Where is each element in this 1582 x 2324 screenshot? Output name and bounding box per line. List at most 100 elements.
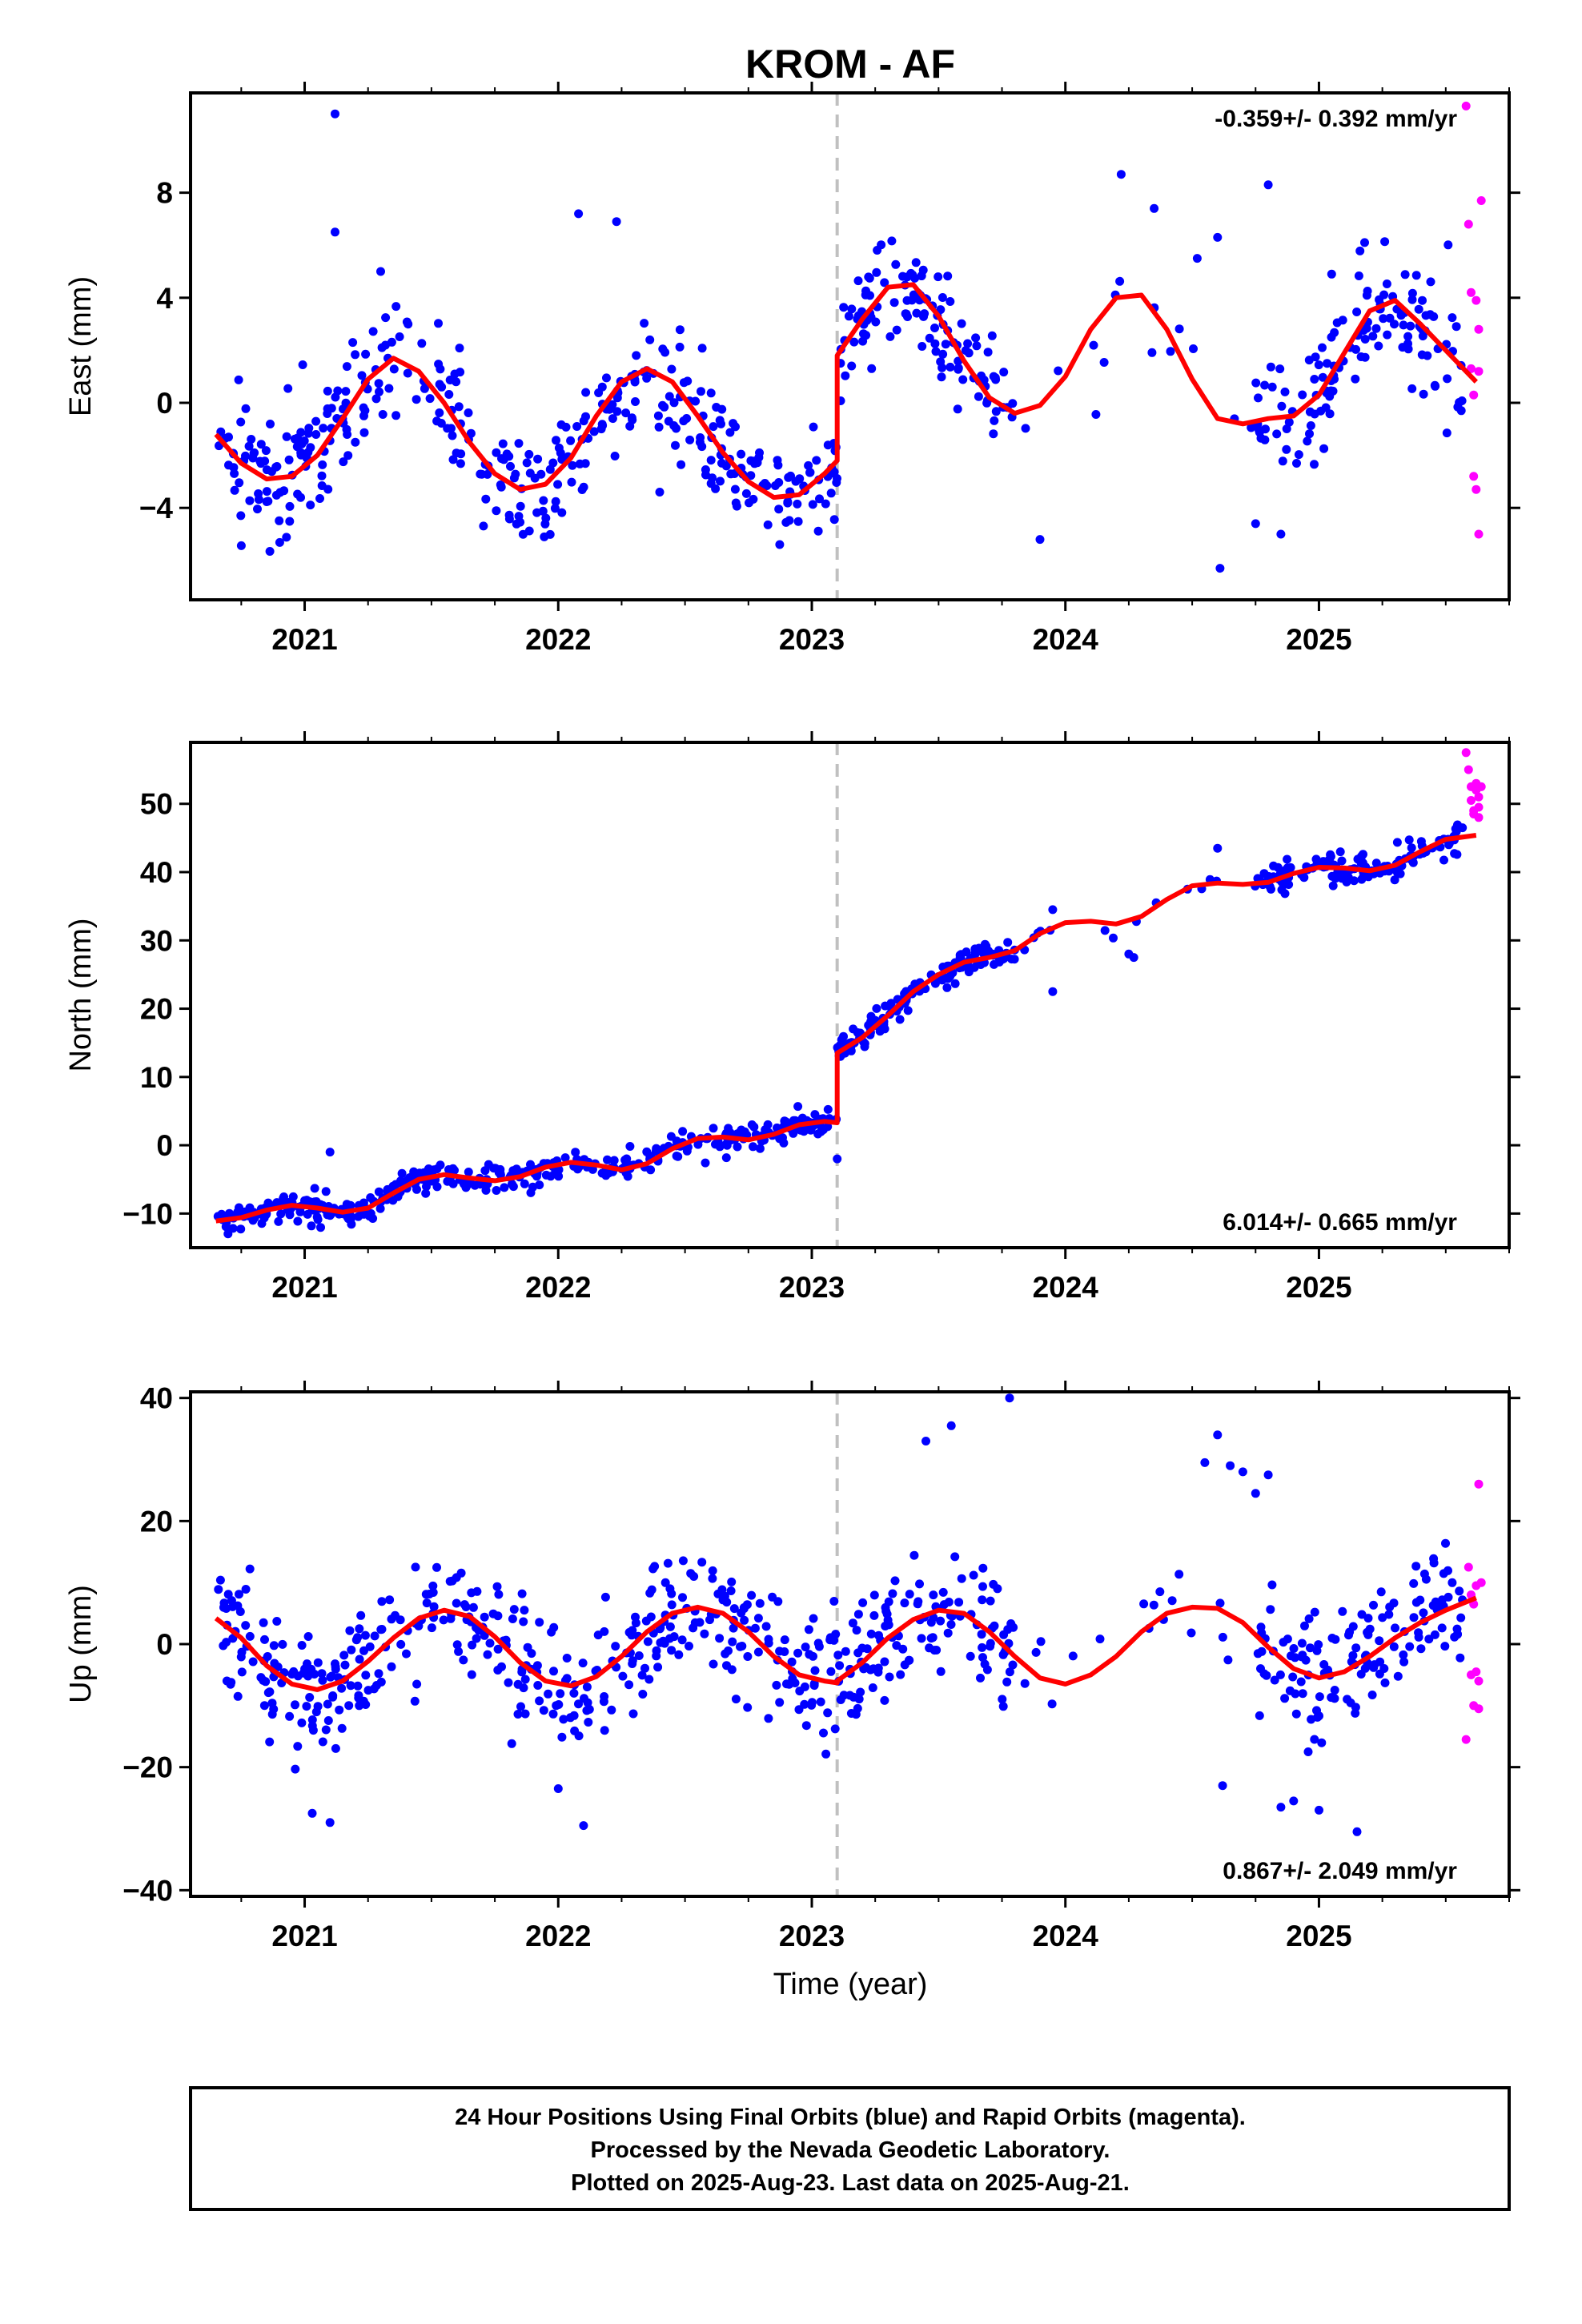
east-final-point: [961, 346, 970, 356]
east-final-point: [557, 455, 567, 464]
east-final-point: [706, 388, 716, 398]
up-final-point: [347, 1645, 356, 1655]
up-final-point: [245, 1631, 255, 1641]
up-final-point: [804, 1625, 813, 1634]
up-x-tick-label: 2021: [271, 1920, 337, 1952]
north-final-point: [1392, 838, 1402, 847]
up-final-point: [1376, 1587, 1386, 1597]
up-final-point: [340, 1660, 350, 1670]
up-final-point: [1276, 1803, 1286, 1812]
up-final-point: [628, 1709, 638, 1719]
east-final-point: [509, 473, 519, 483]
east-final-point: [577, 485, 587, 494]
east-final-point: [732, 501, 741, 511]
up-final-point: [645, 1588, 655, 1598]
up-final-point: [303, 1659, 311, 1669]
up-final-point: [544, 1689, 553, 1699]
up-final-point: [1213, 1430, 1223, 1440]
up-final-point: [689, 1572, 699, 1581]
east-final-point: [809, 422, 818, 432]
east-final-point: [343, 430, 352, 439]
up-final-point: [1378, 1613, 1387, 1622]
up-final-point: [1167, 1596, 1177, 1606]
up-final-point: [1315, 1805, 1323, 1815]
up-final-point: [1307, 1715, 1316, 1724]
east-final-point: [1390, 320, 1399, 329]
east-final-point: [930, 339, 940, 348]
up-final-point: [507, 1739, 516, 1748]
north-final-point: [749, 1142, 757, 1152]
up-final-point: [841, 1647, 850, 1656]
up-final-point: [1356, 1670, 1366, 1679]
east-final-point: [1275, 364, 1285, 374]
up-final-point: [331, 1662, 340, 1671]
north-final-point: [228, 1224, 238, 1233]
east-final-point: [456, 368, 465, 377]
east-final-point: [256, 459, 266, 468]
up-final-point: [775, 1698, 785, 1707]
up-final-point: [345, 1626, 355, 1635]
up-final-point: [328, 1691, 338, 1700]
up-final-point: [883, 1615, 893, 1625]
up-final-point: [658, 1636, 668, 1646]
up-final-point: [851, 1710, 861, 1719]
up-final-point: [485, 1638, 495, 1648]
east-final-point: [675, 342, 685, 352]
up-final-point: [272, 1617, 282, 1626]
up-final-point: [1338, 1606, 1347, 1616]
north-rapid-point: [1474, 802, 1484, 812]
up-final-point: [957, 1574, 966, 1583]
east-final-point: [1455, 398, 1464, 407]
east-final-point: [236, 417, 246, 427]
east-final-point: [774, 478, 784, 487]
up-final-point: [873, 1663, 883, 1673]
up-final-point: [667, 1646, 677, 1655]
east-rapid-point: [1472, 296, 1481, 305]
north-x-tick-label: 2021: [271, 1271, 337, 1304]
up-final-point: [1317, 1738, 1327, 1747]
east-final-point: [524, 449, 534, 459]
up-final-point: [835, 1661, 845, 1671]
up-final-point: [355, 1655, 364, 1664]
east-final-point: [229, 463, 239, 472]
east-final-point: [1261, 424, 1270, 434]
east-final-point: [1054, 366, 1063, 376]
up-final-point: [1351, 1703, 1360, 1712]
east-final-point: [254, 495, 263, 505]
up-final-point: [1330, 1694, 1339, 1703]
east-final-point: [1355, 246, 1365, 255]
north-final-point: [293, 1216, 303, 1226]
north-final-point: [1267, 884, 1275, 894]
north-final-point: [1337, 856, 1347, 866]
north-final-point: [978, 947, 986, 956]
east-x-tick-label: 2022: [525, 623, 591, 656]
up-final-point: [492, 1582, 502, 1591]
north-final-point: [642, 1147, 652, 1156]
up-final-point: [705, 1615, 714, 1625]
east-final-point: [516, 501, 525, 511]
up-x-tick-label: 2023: [779, 1920, 845, 1952]
up-final-point: [293, 1742, 303, 1751]
east-final-point: [1407, 295, 1417, 304]
east-final-point: [574, 209, 584, 219]
up-final-point: [1424, 1634, 1434, 1644]
east-final-point: [971, 333, 981, 343]
east-final-point: [285, 501, 295, 511]
east-final-point: [323, 386, 332, 396]
east-final-point: [282, 533, 291, 542]
up-final-point: [929, 1590, 938, 1600]
east-final-point: [804, 460, 813, 470]
east-final-point: [1371, 324, 1381, 333]
north-rapid-point: [1474, 813, 1484, 822]
east-y-tick-label: 8: [156, 177, 173, 210]
up-final-point: [600, 1592, 610, 1602]
east-final-point: [516, 517, 525, 527]
up-final-point: [248, 1657, 258, 1667]
up-final-point: [374, 1669, 383, 1679]
north-final-point: [625, 1142, 635, 1151]
north-final-point: [976, 960, 986, 969]
up-final-point: [1270, 1675, 1279, 1685]
east-final-point: [669, 421, 679, 430]
up-final-point: [325, 1818, 335, 1827]
east-final-point: [1380, 237, 1390, 247]
